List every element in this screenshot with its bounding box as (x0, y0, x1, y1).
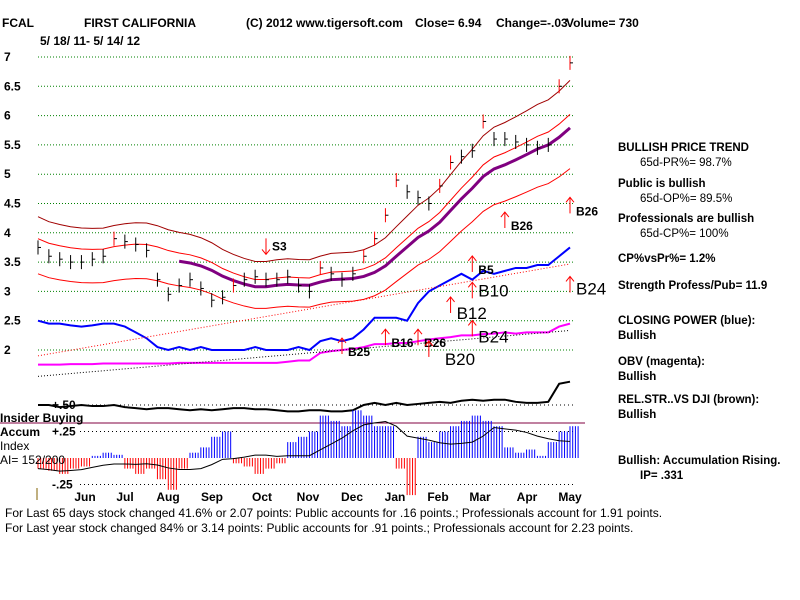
ai-tick-label: +.50 (52, 398, 76, 412)
signal-label: B24 (576, 279, 606, 298)
signal-label: B12 (457, 304, 487, 323)
lower-band (37, 168, 571, 309)
signal-label: B20 (445, 350, 475, 369)
professional-status: Professionals are bullish 65d-CP%= 100% (618, 212, 754, 242)
x-tick-label: Mar (469, 490, 491, 504)
signal-label: B16 (391, 336, 413, 350)
trend-label: BULLISH PRICE TREND (618, 142, 749, 154)
x-tick-label: Oct (252, 490, 272, 504)
closing-power-label: CLOSING POWER (blue): (618, 315, 756, 327)
public-status: Public is bullish 65d-OP%= 89.5% (618, 177, 732, 207)
x-tick-label: Jan (385, 490, 406, 504)
relstr-label: REL.STR..VS DJI (brown): (618, 394, 760, 406)
signal-arrow-head (381, 328, 390, 335)
x-tick-label: Sep (201, 490, 223, 504)
inner-band (37, 113, 571, 280)
ip-value: IP= .331 (640, 470, 684, 482)
pr-value: 65d-PR%= 98.7% (640, 157, 732, 169)
relative-strength-line (38, 380, 571, 413)
signal-arrow-head (446, 296, 455, 303)
signal-arrow-head (565, 275, 575, 282)
closing-power-status: CLOSING POWER (blue): Bullish (618, 314, 755, 344)
accumulation-ma-line (37, 421, 571, 472)
y-tick-label: 3.5 (4, 255, 21, 269)
footer-year: For Last year stock changed 84% or 3.14 … (5, 521, 634, 535)
close-value: Close= 6.94 (415, 16, 482, 30)
op-value: 65d-OP%= 89.5% (640, 193, 733, 205)
signal-arrow-head (337, 337, 347, 344)
obv-line (38, 322, 571, 366)
x-tick-label: May (558, 490, 582, 504)
accumulation-status: Bullish: Accumulation Rising. IP= .331 (618, 454, 781, 484)
y-tick-label: 2.5 (4, 314, 21, 328)
accum-label: Accum (0, 425, 41, 439)
cp-value: 65d-CP%= 100% (640, 228, 729, 240)
y-tick-label: 7 (4, 50, 11, 64)
ai-tick-label: -.25 (52, 478, 73, 492)
x-tick-label: Feb (427, 490, 448, 504)
accum-label: Bullish: Accumulation Rising. (618, 455, 781, 467)
footer-65day: For Last 65 days stock changed 41.6% or … (5, 506, 663, 520)
cp-vs-pr: CP%vsPr%= 1.2% (618, 253, 716, 265)
signal-arrow-head (467, 255, 477, 262)
signal-label: B5 (478, 263, 494, 277)
moving-average-line (178, 126, 571, 289)
closing-power-value: Bullish (618, 330, 657, 342)
ticker: FCAL (2, 16, 34, 30)
relstr-value: Bullish (618, 409, 657, 421)
insider-buying-label: Insider Buying (0, 411, 84, 425)
obv-value: Bullish (618, 371, 657, 383)
y-tick-label: 5.5 (4, 138, 21, 152)
signal-arrow-head (261, 249, 271, 256)
signal-arrow-head (565, 196, 575, 203)
obv-status: OBV (magenta): Bullish (618, 355, 705, 385)
signal-arrow-head (500, 211, 510, 218)
y-tick-label: 5 (4, 167, 11, 181)
y-tick-label: 4.5 (4, 197, 21, 211)
date-range: 5/ 18/ 11- 5/ 14/ 12 (40, 34, 141, 48)
y-tick-label: 6.5 (4, 79, 21, 93)
volume-value: Volume= 730 (566, 16, 639, 30)
signal-arrow-head (467, 281, 477, 288)
y-tick-label: 2 (4, 343, 11, 357)
obv-label: OBV (magenta): (618, 356, 705, 368)
closing-power-line (37, 246, 571, 352)
signal-label: B26 (576, 204, 598, 218)
signal-label: B26 (424, 336, 446, 350)
x-tick-label: Jul (116, 490, 133, 504)
signal-label: B10 (478, 281, 508, 300)
public-label: Public is bullish (618, 178, 706, 190)
x-tick-label: Dec (341, 490, 363, 504)
signal-arrow-head (424, 340, 434, 347)
pros-label: Professionals are bullish (618, 213, 755, 225)
ai-tick-label: +.25 (52, 425, 76, 439)
x-tick-label: Apr (517, 490, 538, 504)
signal-label: B25 (348, 345, 370, 359)
ai-value: AI= 152/200 (0, 453, 66, 467)
signal-label: B24 (478, 327, 508, 346)
relstr-status: REL.STR..VS DJI (brown): Bullish (618, 393, 759, 423)
upper-band (37, 80, 571, 262)
copyright: (C) 2012 www.tigersoft.com (246, 16, 403, 30)
signal-arrow-head (413, 328, 423, 335)
x-tick-label: Jun (74, 490, 95, 504)
signal-arrow-head (467, 319, 477, 326)
y-tick-label: 3 (4, 284, 11, 298)
signal-label: B26 (511, 219, 533, 233)
company-name: FIRST CALIFORNIA (84, 16, 196, 30)
y-tick-label: 4 (4, 226, 11, 240)
x-tick-label: Aug (156, 490, 179, 504)
obv-trend (37, 329, 571, 377)
index-label: Index (0, 439, 30, 453)
signal-label: S3 (272, 239, 287, 253)
y-tick-label: 6 (4, 109, 11, 123)
strength-ratio: Strength Profess/Pub= 11.9 (618, 280, 768, 292)
price-trend: BULLISH PRICE TREND 65d-PR%= 98.7% (618, 141, 749, 171)
change-value: Change=-.03 (496, 16, 568, 30)
x-tick-label: Nov (297, 490, 320, 504)
